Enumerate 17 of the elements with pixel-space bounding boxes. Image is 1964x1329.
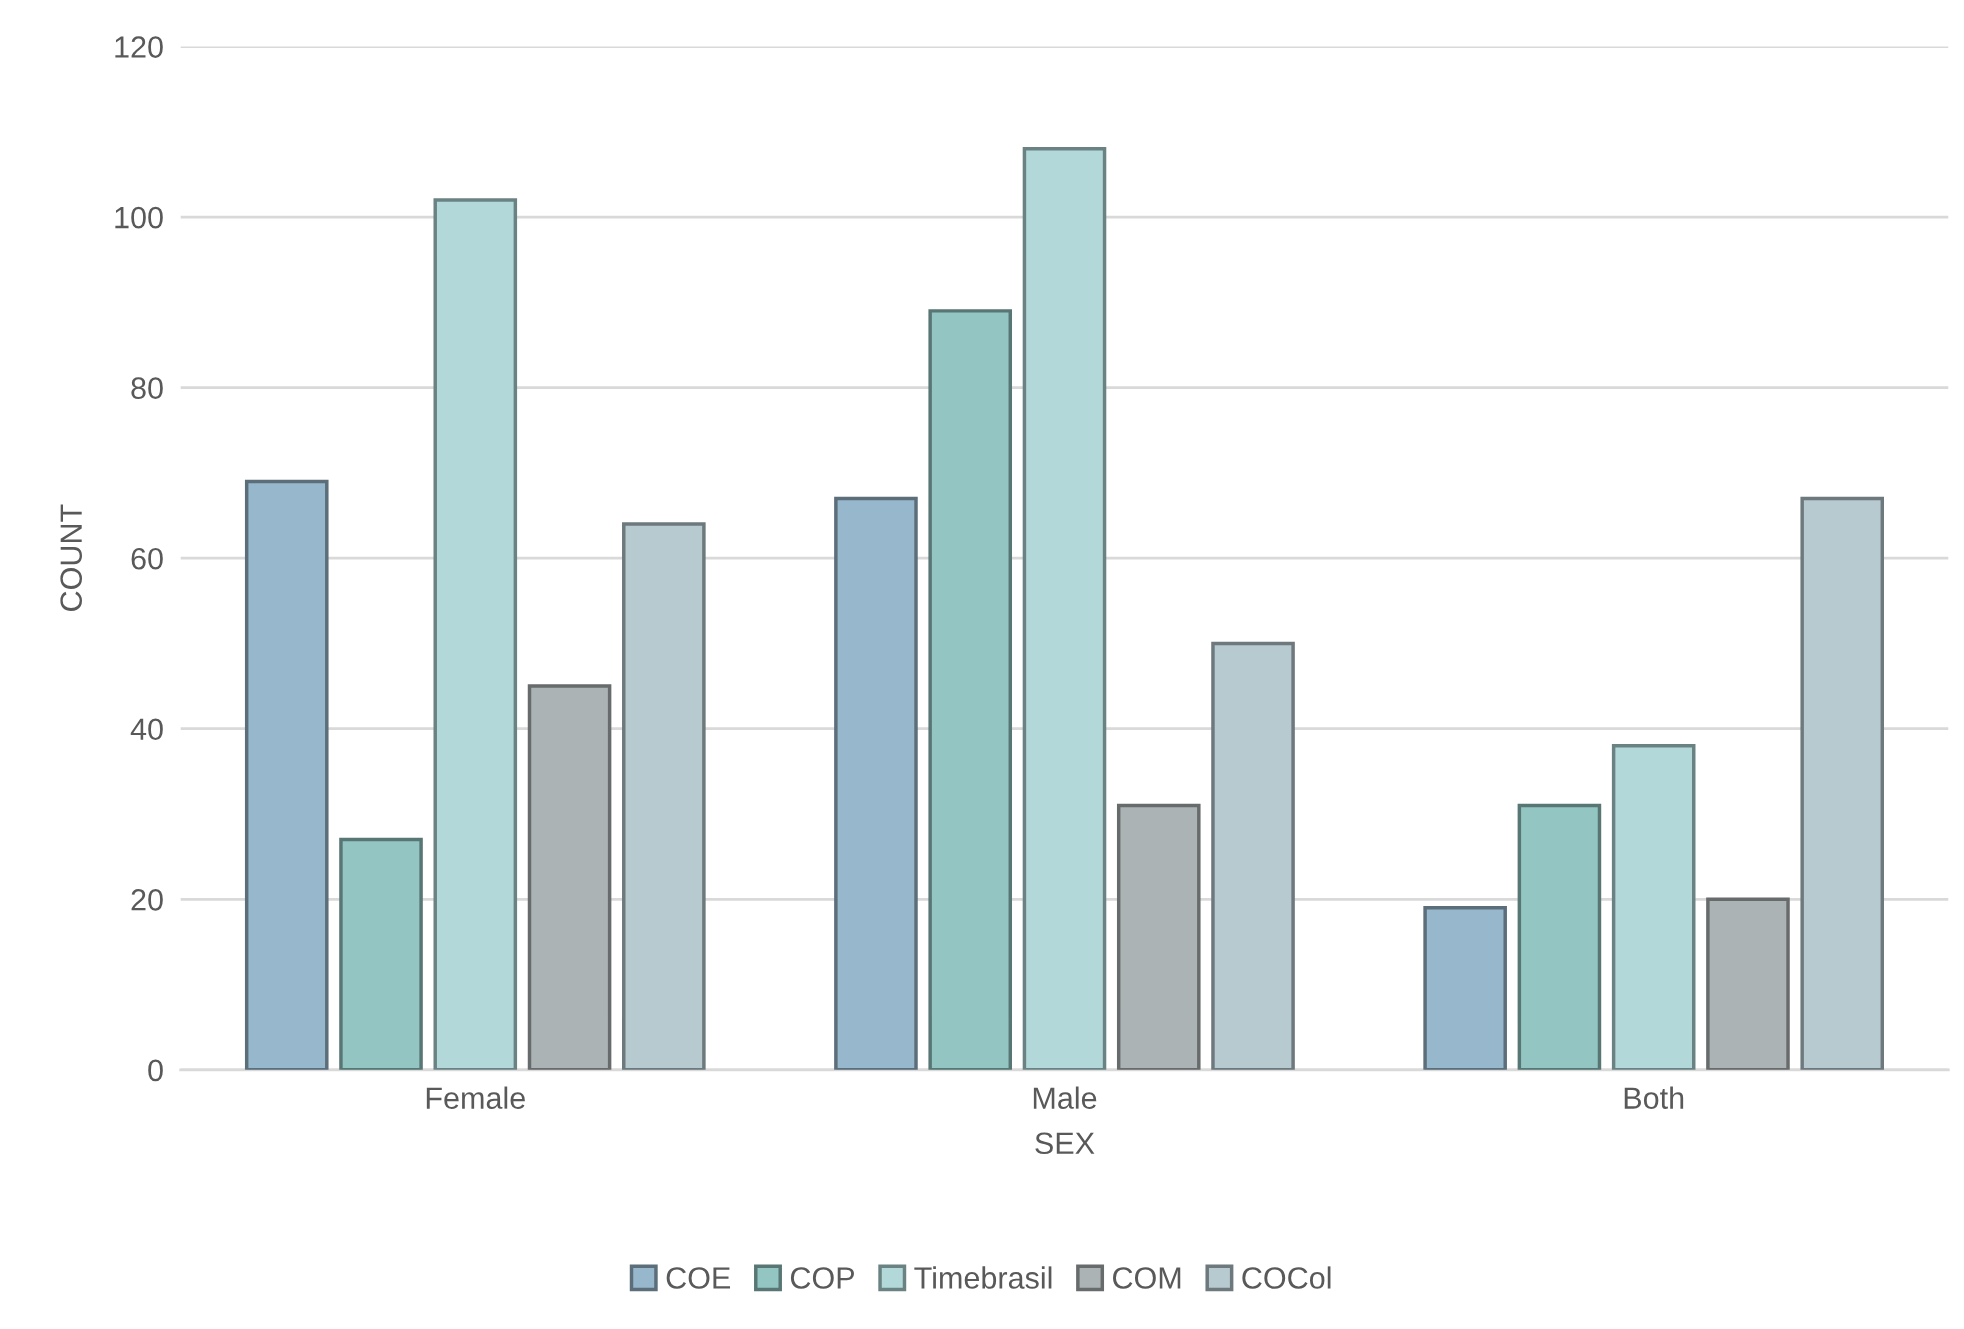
y-tick-label: 20 xyxy=(131,889,163,911)
x-tick-label: Female xyxy=(426,1086,525,1109)
legend-label: Timebrasil xyxy=(914,1266,1052,1289)
y-tick-label: 0 xyxy=(148,1059,163,1082)
y-tick-label: 120 xyxy=(115,36,163,58)
legend-label: COP xyxy=(790,1267,854,1289)
y-tick-label: 80 xyxy=(131,377,163,399)
legend-label: COCol xyxy=(1242,1266,1331,1289)
x-axis-title: SEX xyxy=(1035,1132,1095,1155)
y-tick-label: 100 xyxy=(115,206,163,229)
y-axis-title: COUNT xyxy=(60,504,83,611)
x-tick-label: Both xyxy=(1624,1086,1684,1109)
legend-label: COM xyxy=(1113,1267,1181,1289)
legend-label: COE xyxy=(666,1267,731,1289)
y-tick-label: 40 xyxy=(130,718,163,741)
x-tick-label: Male xyxy=(1033,1086,1097,1109)
y-tick-label: 60 xyxy=(131,547,163,570)
